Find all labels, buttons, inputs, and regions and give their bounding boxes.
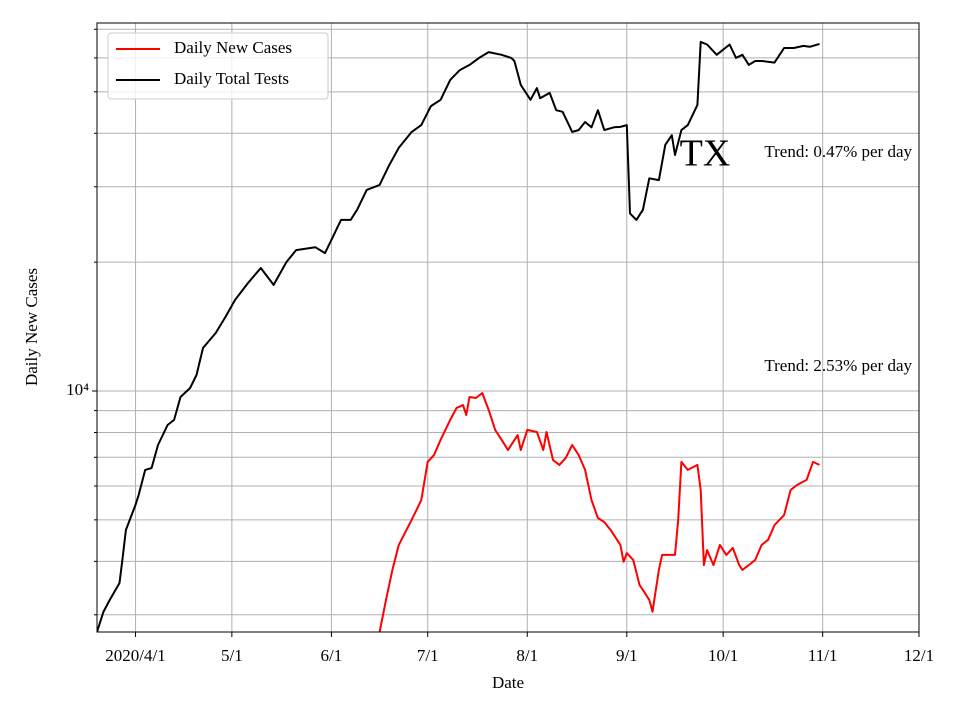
legend-box xyxy=(107,32,329,100)
x-tick-label: 2020/4/1 xyxy=(105,646,165,665)
annotation: Trend: 2.53% per day xyxy=(764,356,912,375)
x-tick-label: 6/1 xyxy=(321,646,343,665)
x-tick-label: 12/1 xyxy=(904,646,934,665)
annotation: TX xyxy=(680,133,731,175)
x-tick-label: 8/1 xyxy=(516,646,538,665)
x-tick-label: 11/1 xyxy=(808,646,838,665)
x-tick-label: 5/1 xyxy=(221,646,243,665)
legend-label: Daily New Cases xyxy=(174,38,292,57)
plot-area xyxy=(97,40,820,632)
series-line xyxy=(378,392,820,632)
x-tick-label: 10/1 xyxy=(708,646,738,665)
y-tick-label: 10⁴ xyxy=(66,380,89,399)
x-tick-label: 9/1 xyxy=(616,646,638,665)
x-tick-label: 7/1 xyxy=(417,646,439,665)
annotation: Trend: 0.47% per day xyxy=(764,142,912,161)
x-axis-label: Date xyxy=(492,673,524,692)
legend-label: Daily Total Tests xyxy=(174,69,289,88)
y-axis-label: Daily New Cases xyxy=(22,268,41,386)
plot-frame xyxy=(96,22,920,633)
series-line xyxy=(97,40,820,632)
